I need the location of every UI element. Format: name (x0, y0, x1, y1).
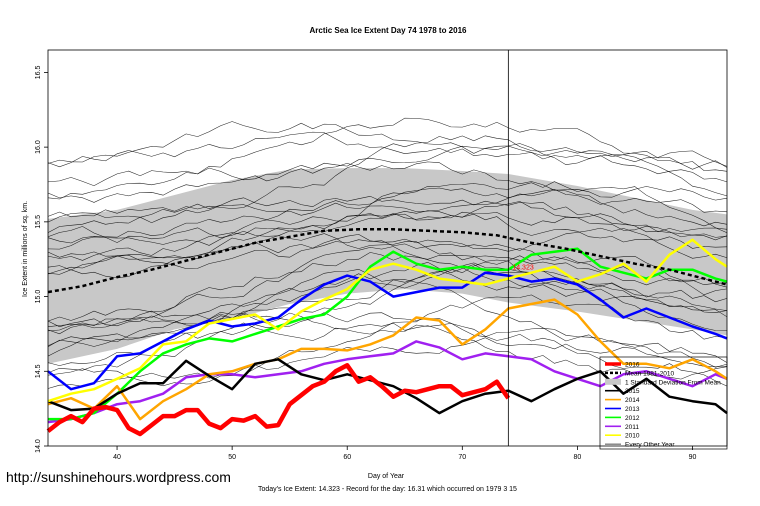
other-year-line (47, 262, 728, 335)
series-line-2014 (47, 298, 728, 421)
x-tick-label: 90 (689, 454, 697, 461)
other-year-line (47, 201, 728, 261)
caption-todays-extent: Today's Ice Extent: 14.323 - Record for … (258, 486, 517, 493)
series-line-2015 (47, 358, 728, 415)
x-tick-label: 60 (343, 454, 351, 461)
other-year-line (47, 196, 728, 233)
series-line-2016 (46, 363, 511, 437)
other-year-line (47, 117, 728, 200)
legend-label: 2014 (625, 397, 640, 404)
other-year-line (47, 211, 728, 243)
legend-label: 2016 (625, 362, 640, 369)
x-axis-label: Day of Year (368, 473, 405, 480)
other-year-line (47, 131, 728, 170)
y-tick-label: 14.5 (35, 364, 42, 378)
legend-label: 2013 (625, 406, 640, 413)
legend-label: Every Other Year (625, 442, 675, 449)
x-tick-label: 40 (113, 454, 121, 461)
y-axis: 14.0 14.5 15.0 15.5 16.0 16.5 (35, 65, 48, 453)
other-year-line (47, 161, 728, 203)
y-tick-label: 14.0 (35, 439, 42, 453)
other-year-line (47, 121, 728, 183)
legend-box (599, 356, 728, 450)
watermark-url: http://sunshinehours.wordpress.com (6, 469, 231, 485)
series-line-2011 (47, 340, 728, 424)
plot-frame (47, 49, 728, 447)
series-line-2016 (47, 238, 728, 403)
legend-label: 2011 (625, 424, 639, 431)
legend-swatch (605, 378, 621, 385)
other-year-line (47, 145, 728, 187)
other-year-line (47, 213, 728, 250)
legend-label: 1 Standard Deviation From Mean (625, 379, 721, 386)
legend-label: Mean 1981-2010 (625, 370, 675, 377)
other-year-line (47, 337, 728, 389)
y-tick-label: 15.0 (35, 290, 42, 304)
other-year-line (47, 135, 728, 218)
y-tick-label: 15.5 (35, 215, 42, 229)
series-line-2012 (48, 247, 728, 421)
legend-label: 2012 (625, 415, 640, 422)
other-year-line (47, 187, 728, 244)
x-tick-label: 80 (573, 454, 581, 461)
other-year-line (47, 312, 728, 380)
series-line-2013 (47, 271, 728, 391)
other-year-line (47, 246, 728, 332)
legend-label: 2015 (625, 388, 640, 395)
other-year-line (47, 189, 728, 227)
current-value-label: 14.323 (512, 265, 534, 272)
other-year-line (47, 255, 728, 328)
y-tick-label: 16.0 (35, 140, 42, 154)
y-axis-label: Ice Extent in millions of sq. km. (22, 201, 29, 297)
other-year-line (47, 269, 728, 363)
x-axis: 40 50 60 70 80 90 (113, 446, 696, 461)
other-year-line (47, 227, 728, 271)
chart-title: Arctic Sea Ice Extent Day 74 1978 to 201… (310, 26, 468, 35)
legend-label: 2010 (625, 433, 640, 440)
x-tick-label: 50 (228, 454, 236, 461)
other-year-line (47, 181, 728, 260)
other-year-line (47, 252, 728, 322)
x-tick-label: 70 (458, 454, 466, 461)
series-line-mean (47, 228, 728, 294)
y-tick-label: 16.5 (35, 65, 42, 79)
plot-area: 14.323 (46, 50, 728, 446)
